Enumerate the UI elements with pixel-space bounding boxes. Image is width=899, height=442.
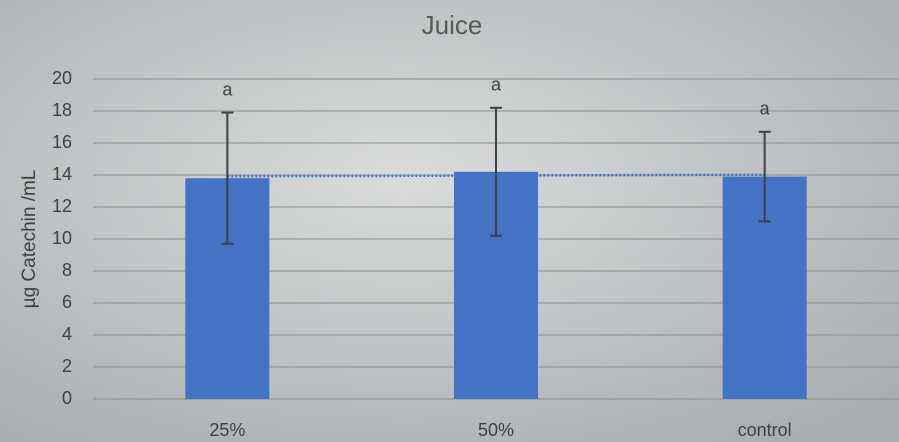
y-axis-label: µg Catechin /mL <box>19 170 40 309</box>
y-tick-label: 16 <box>52 132 72 152</box>
error-bar <box>490 106 502 237</box>
x-tick-label: 50% <box>478 420 514 440</box>
y-tick-label: 6 <box>62 292 72 312</box>
annotation: a <box>760 99 771 119</box>
y-tick-label: 2 <box>62 356 72 376</box>
x-tick-label: control <box>738 420 792 440</box>
y-tick-label: 18 <box>52 100 72 120</box>
y-tick-label: 12 <box>52 196 72 216</box>
y-tick-label: 20 <box>52 68 72 88</box>
error-bar <box>758 130 771 223</box>
y-tick-label: 14 <box>52 164 72 184</box>
annotation: a <box>222 79 233 99</box>
y-tick-label: 4 <box>62 324 72 344</box>
chart-title: Juice <box>422 10 483 40</box>
y-tick-label: 0 <box>62 388 72 408</box>
x-tick-label: 25% <box>209 420 245 440</box>
error-bar <box>221 111 234 245</box>
y-tick-label: 10 <box>52 228 72 248</box>
y-tick-label: 8 <box>62 260 72 280</box>
annotation: a <box>491 75 502 95</box>
